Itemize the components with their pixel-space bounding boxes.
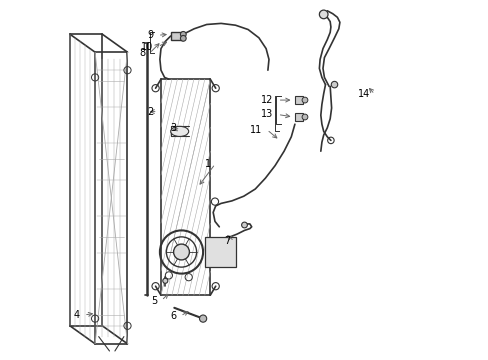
Circle shape: [173, 244, 189, 260]
Text: 12: 12: [261, 95, 273, 105]
Bar: [294, 96, 302, 104]
Circle shape: [180, 31, 186, 37]
Text: 1: 1: [204, 159, 211, 169]
Bar: [170, 32, 183, 40]
Circle shape: [302, 97, 307, 103]
Text: 8: 8: [139, 48, 145, 58]
Ellipse shape: [170, 126, 188, 136]
Text: 13: 13: [261, 109, 273, 120]
Circle shape: [163, 278, 167, 283]
Text: 14: 14: [358, 89, 370, 99]
Text: 10: 10: [141, 42, 153, 52]
Circle shape: [199, 315, 206, 322]
Text: 4: 4: [73, 310, 80, 320]
Text: 11: 11: [250, 125, 262, 135]
Text: 2: 2: [147, 107, 153, 117]
Circle shape: [319, 10, 327, 19]
Bar: [294, 113, 302, 121]
Circle shape: [180, 36, 186, 41]
Text: 7: 7: [224, 236, 230, 246]
Text: 5: 5: [150, 296, 157, 306]
Circle shape: [330, 81, 337, 88]
Text: 3: 3: [170, 123, 176, 133]
Circle shape: [302, 114, 307, 120]
Bar: [204, 237, 235, 267]
Circle shape: [241, 222, 247, 228]
Text: 9: 9: [147, 30, 153, 40]
Text: 6: 6: [170, 311, 176, 321]
